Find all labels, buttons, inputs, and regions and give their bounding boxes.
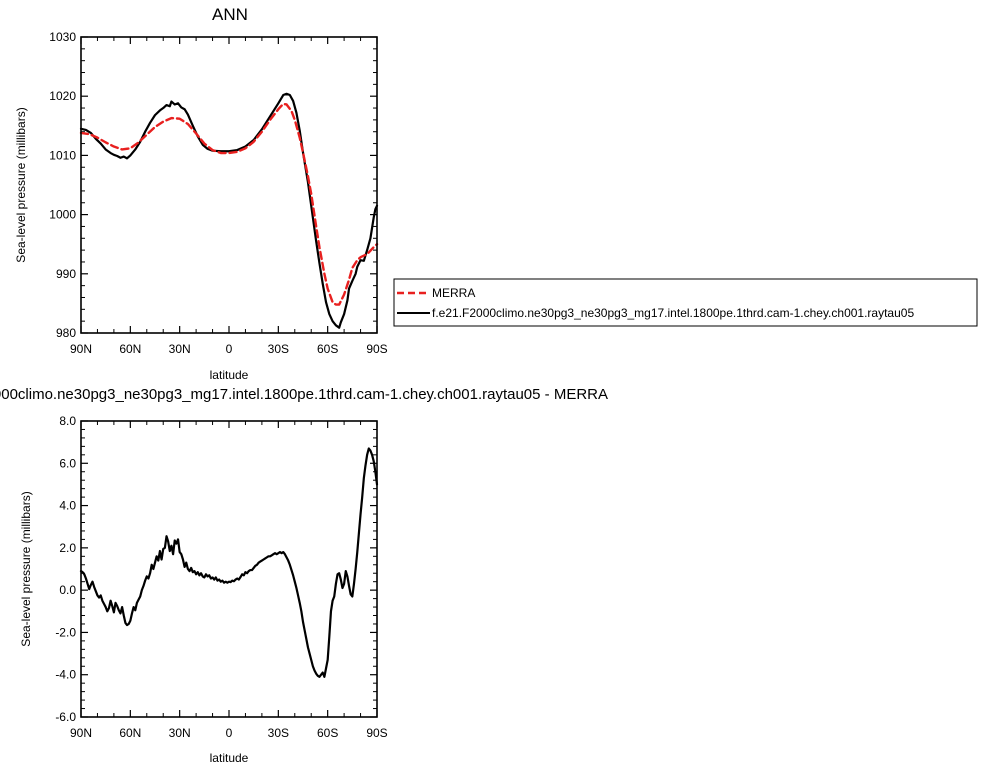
top-series-line-model <box>79 92 379 329</box>
legend-label-model: f.e21.F2000climo.ne30pg3_ne30pg3_mg17.in… <box>432 306 914 320</box>
legend: MERRA f.e21.F2000climo.ne30pg3_ne30pg3_m… <box>393 278 978 327</box>
top-y-tick-label: 990 <box>56 267 76 281</box>
bottom-chart-title: f.e21.F2000climo.ne30pg3_ne30pg3_mg17.in… <box>0 386 608 403</box>
bottom-x-tick-label: 90N <box>70 726 92 740</box>
bottom-x-tick-label: 60N <box>119 726 141 740</box>
top-x-tick-label: 60N <box>119 342 141 356</box>
bottom-x-ticks: 90N 60N 30N 0 30S 60S 90S <box>70 421 388 740</box>
top-y-ticks: 980 990 1000 1010 1020 1030 <box>49 30 377 340</box>
legend-label-merra: MERRA <box>432 286 475 300</box>
top-plot-frame <box>80 36 378 334</box>
bottom-y-axis-label: Sea-level pressure (millibars) <box>19 491 33 646</box>
top-y-tick-label: 1020 <box>49 89 76 103</box>
bottom-y-tick-label: 8.0 <box>59 414 76 428</box>
bottom-x-tick-label: 0 <box>226 726 233 740</box>
top-x-axis-label: latitude <box>210 368 249 382</box>
bottom-y-tick-label: 6.0 <box>59 456 76 470</box>
bottom-y-tick-label: 2.0 <box>59 541 76 555</box>
top-y-tick-label: 1000 <box>49 208 76 222</box>
bottom-y-ticks: -6.0 -4.0 -2.0 0.0 2.0 4.0 6.0 8.0 <box>55 414 377 724</box>
bottom-y-tick-label: -4.0 <box>55 668 76 682</box>
bottom-x-tick-label: 90S <box>366 726 387 740</box>
bottom-y-tick-label: 4.0 <box>59 499 76 513</box>
bottom-x-tick-label: 30S <box>268 726 289 740</box>
top-panel: ANN Sea-level pressure (millibars) latit… <box>14 5 388 382</box>
bottom-plot-frame <box>80 420 378 718</box>
top-x-tick-label: 30S <box>268 342 289 356</box>
bottom-series-line-model <box>79 447 379 678</box>
top-x-ticks: 90N 60N 30N 0 30S 60S 90S <box>70 37 388 356</box>
top-series <box>79 92 379 329</box>
legend-box <box>393 278 978 327</box>
bottom-panel: f.e21.F2000climo.ne30pg3_ne30pg3_mg17.in… <box>0 386 608 765</box>
bottom-y-tick-label: -6.0 <box>55 710 76 724</box>
top-y-tick-label: 1010 <box>49 148 76 162</box>
bottom-y-tick-label: -2.0 <box>55 625 76 639</box>
bottom-x-axis-label: latitude <box>210 751 249 765</box>
top-x-tick-label: 90N <box>70 342 92 356</box>
top-x-tick-label: 60S <box>317 342 338 356</box>
top-y-tick-label: 1030 <box>49 30 76 44</box>
top-chart-title: ANN <box>212 5 248 24</box>
top-series-line-merra <box>79 102 379 306</box>
bottom-y-tick-label: 0.0 <box>59 583 76 597</box>
bottom-x-tick-label: 30N <box>169 726 191 740</box>
top-x-tick-label: 90S <box>366 342 387 356</box>
top-x-tick-label: 30N <box>169 342 191 356</box>
top-y-axis-label: Sea-level pressure (millibars) <box>14 107 28 262</box>
bottom-x-tick-label: 60S <box>317 726 338 740</box>
bottom-series <box>79 447 379 678</box>
top-x-tick-label: 0 <box>226 342 233 356</box>
top-y-tick-label: 980 <box>56 326 76 340</box>
